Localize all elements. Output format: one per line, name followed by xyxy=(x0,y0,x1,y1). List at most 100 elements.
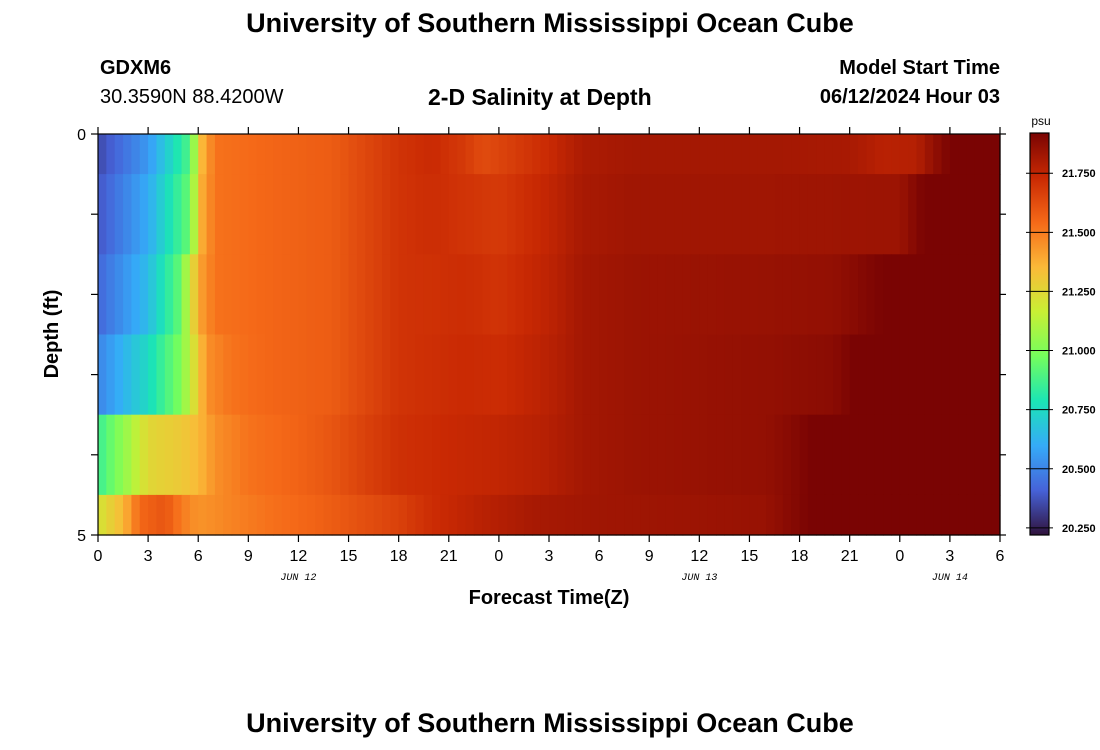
heatmap-cell xyxy=(582,334,592,416)
heatmap-cell xyxy=(891,494,901,536)
heatmap-cell xyxy=(665,254,675,336)
heatmap-cell xyxy=(557,254,567,336)
heatmap-cell xyxy=(724,414,734,496)
heatmap-cell xyxy=(306,334,316,416)
heatmap-cell xyxy=(490,414,500,496)
heatmap-cell xyxy=(908,134,918,175)
heatmap-cell xyxy=(423,254,433,336)
heatmap-cell xyxy=(156,174,166,255)
heatmap-cell xyxy=(306,414,316,496)
heatmap-cell xyxy=(899,414,909,496)
heatmap-cell xyxy=(924,494,934,536)
heatmap-cell xyxy=(933,334,943,416)
heatmap-cell xyxy=(574,174,584,255)
heatmap-cell xyxy=(223,334,233,416)
heatmap-cell xyxy=(565,334,575,416)
heatmap-cell xyxy=(983,174,993,255)
date-label: JUN 14 xyxy=(932,573,968,584)
heatmap-cell xyxy=(398,174,408,255)
heatmap-cell xyxy=(206,494,216,536)
heatmap-cell xyxy=(281,134,291,175)
heatmap-cell xyxy=(582,134,592,175)
heatmap-cell xyxy=(540,174,550,255)
heatmap-cell xyxy=(398,494,408,536)
heatmap-cell xyxy=(883,414,893,496)
heatmap-cell xyxy=(782,254,792,336)
heatmap-cell xyxy=(98,494,107,536)
heatmap-cell xyxy=(649,414,659,496)
heatmap-cell xyxy=(315,414,325,496)
heatmap-cell xyxy=(106,334,116,416)
heatmap-cell xyxy=(707,174,717,255)
heatmap-cell xyxy=(582,494,592,536)
heatmap-cell xyxy=(181,174,191,255)
x-tick-label: 12 xyxy=(290,548,308,565)
heatmap-cell xyxy=(298,254,308,336)
heatmap-cell xyxy=(156,494,166,536)
heatmap-cell xyxy=(766,414,776,496)
heatmap-cell xyxy=(306,254,316,336)
heatmap-cell xyxy=(824,134,834,175)
heatmap-cell xyxy=(348,414,358,496)
heatmap-cell xyxy=(465,134,475,175)
heatmap-cell xyxy=(649,494,659,536)
heatmap-cell xyxy=(415,134,425,175)
heatmap-cell xyxy=(482,334,492,416)
heatmap-cell xyxy=(189,134,199,175)
heatmap-cell xyxy=(498,174,508,255)
heatmap-cell xyxy=(490,174,500,255)
heatmap-cell xyxy=(699,254,709,336)
x-tick-label: 21 xyxy=(440,548,458,565)
heatmap-cell xyxy=(849,134,859,175)
heatmap-cell xyxy=(423,414,433,496)
model-start-label: Model Start Time xyxy=(839,57,1000,79)
heatmap-cell xyxy=(139,494,149,536)
heatmap-cell xyxy=(390,334,400,416)
heatmap-cell xyxy=(874,134,884,175)
heatmap-cell xyxy=(991,414,1001,496)
heatmap-cell xyxy=(98,254,107,336)
heatmap-cell xyxy=(532,134,542,175)
heatmap-cell xyxy=(507,494,517,536)
heatmap-cell xyxy=(457,134,467,175)
heatmap-cell xyxy=(941,494,951,536)
heatmap-cell xyxy=(331,494,341,536)
heatmap-cell xyxy=(824,174,834,255)
heatmap-cell xyxy=(816,254,826,336)
heatmap-cell xyxy=(824,334,834,416)
heatmap-cell xyxy=(515,174,525,255)
heatmap-cell xyxy=(741,254,751,336)
heatmap-cell xyxy=(273,334,283,416)
heatmap-cell xyxy=(465,334,475,416)
heatmap-cell xyxy=(407,414,416,496)
heatmap-cell xyxy=(198,414,208,496)
heatmap-cell xyxy=(415,334,425,416)
heatmap-cell xyxy=(473,254,483,336)
heatmap-cell xyxy=(824,254,834,336)
heatmap-cell xyxy=(106,134,116,175)
heatmap-cell xyxy=(415,254,425,336)
heatmap-cell xyxy=(707,494,717,536)
heatmap-cell xyxy=(732,174,742,255)
heatmap-cell xyxy=(933,134,943,175)
heatmap-cell xyxy=(949,134,959,175)
heatmap-cell xyxy=(106,494,116,536)
heatmap-cell xyxy=(849,174,859,255)
heatmap-cell xyxy=(724,494,734,536)
heatmap-cell xyxy=(766,254,776,336)
heatmap-cell xyxy=(574,494,584,536)
heatmap-cell xyxy=(624,254,634,336)
heatmap-cell xyxy=(114,254,124,336)
heatmap-cell xyxy=(849,334,859,416)
heatmap-cell xyxy=(457,254,467,336)
heatmap-cell xyxy=(164,254,174,336)
heatmap-cell xyxy=(331,254,341,336)
heatmap-cell xyxy=(323,414,333,496)
heatmap-cell xyxy=(649,174,659,255)
heatmap-cell xyxy=(465,414,475,496)
heatmap-cell xyxy=(724,254,734,336)
heatmap-cell xyxy=(640,254,650,336)
heatmap-cell xyxy=(782,334,792,416)
heatmap-cell xyxy=(173,414,183,496)
heatmap-cell xyxy=(340,254,350,336)
